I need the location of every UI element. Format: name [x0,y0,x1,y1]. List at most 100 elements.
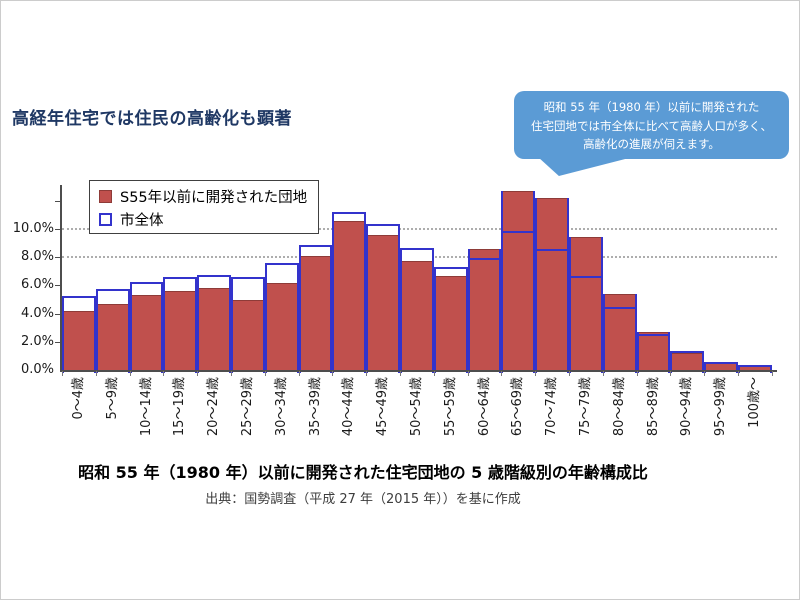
x-tick-label-25～29歳: 25～29歳 [239,377,255,437]
bar-city-sides-70～74歳 [535,197,569,373]
x-tick-label-15～19歳: 15～19歳 [172,377,188,437]
bar-city-top-85～89歳 [636,333,671,336]
y-axis-tick [55,313,60,315]
x-axis-tick [197,371,199,376]
x-tick-label-5～9歳: 5～9歳 [104,377,120,420]
bar-city-top-100歳～ [738,364,772,367]
x-tick-label-55～59歳: 55～59歳 [442,377,458,437]
legend-item-city: 市全体 [99,209,307,229]
y-tick-label: 10.0% [12,221,54,236]
x-tick-label-30～34歳: 30～34歳 [273,377,289,437]
x-tick-label-85～89歳: 85～89歳 [645,377,661,437]
callout-bubble: 昭和 55 年（1980 年）以前に開発された 住宅団地では市全体に比べて高齢人… [514,91,789,159]
page-title: 高経年住宅では住民の高齢化も顕著 [12,109,292,129]
bar-danchi-5～9歳 [95,303,130,370]
x-tick-label-100歳～: 100歳～ [746,377,762,428]
y-axis-tick [55,285,60,287]
x-tick-label-50～54歳: 50～54歳 [408,377,424,437]
legend-label: S55年以前に開発された団地 [120,189,308,206]
callout-text-line: 昭和 55 年（1980 年）以前に開発された [543,100,760,114]
x-axis-tick [400,371,401,376]
x-axis-tick [264,371,266,376]
x-axis-tick [332,371,334,376]
x-axis-tick [535,371,537,376]
x-axis-tick [467,371,469,376]
bar-city-top-10～14歳 [129,281,164,284]
x-tick-label-40～44歳: 40～44歳 [341,377,357,437]
bar-city-top-65～69歳 [501,230,536,233]
x-axis-tick [738,371,739,376]
x-tick-label-0～4歳: 0～4歳 [70,377,86,420]
bar-city-top-75～79歳 [569,275,603,278]
bar-city-sides-45～49歳 [366,224,400,373]
bar-city-top-80～84歳 [602,306,637,309]
y-tick-label: 8.0% [20,249,54,265]
bar-city-top-35～39歳 [298,244,333,247]
x-axis-tick [636,371,638,376]
bar-city-sides-75～79歳 [569,237,603,373]
legend-swatch-outlined-blue [99,212,112,226]
bar-city-sides-95～99歳 [704,361,738,373]
x-tick-label-70～74歳: 70～74歳 [544,377,560,437]
y-axis-tick [55,200,60,202]
x-axis-tick [670,371,672,376]
bar-city-sides-80～84歳 [602,293,637,373]
x-axis-tick [366,371,368,376]
x-axis-tick [602,371,604,376]
bar-city-sides-90～94歳 [670,351,705,373]
bar-city-sides-50～54歳 [400,248,434,373]
bar-city-top-45～49歳 [366,223,400,226]
x-tick-label-95～99歳: 95～99歳 [713,377,729,437]
x-axis-tick [129,371,131,376]
bar-city-sides-25～29歳 [231,278,265,373]
callout-text-line: 住宅団地では市全体に比べて高齢人口が多く、 [530,118,773,133]
x-axis-tick [95,371,97,376]
bar-city-top-70～74歳 [535,249,569,252]
y-axis-tick [55,229,60,230]
bar-city-sides-10～14歳 [129,282,164,373]
bar-city-sides-60～64歳 [467,248,502,373]
x-tick-label-20～24歳: 20～24歳 [206,377,222,437]
x-tick-label-10～14歳: 10～14歳 [138,377,154,437]
bar-city-sides-15～19歳 [163,278,198,373]
x-tick-label-80～84歳: 80～84歳 [611,377,627,437]
bar-city-top-60～64歳 [467,257,502,260]
x-tick-label-35～39歳: 35～39歳 [307,377,323,437]
bar-city-top-25～29歳 [231,277,265,280]
y-tick-label: 0.0% [20,362,54,377]
x-axis-tick [704,371,706,376]
bar-city-top-95～99歳 [704,361,738,364]
x-axis-tick [298,371,300,376]
bar-danchi-70～74歳 [535,197,569,370]
bar-city-sides-35～39歳 [298,245,333,373]
bar-city-top-20～24歳 [197,274,231,277]
x-axis-tick [433,371,435,376]
bar-city-sides-5～9歳 [95,289,130,373]
gridline-10pct [62,228,777,230]
y-tick-label: 2.0% [20,333,54,349]
bar-city-top-55～59歳 [433,267,468,270]
bar-danchi-55～59歳 [433,275,468,370]
bar-city-sides-100歳～ [738,365,772,373]
legend-item-danchi: S55年以前に開発された団地 [99,186,307,206]
source-note: 出典：国勢調査（平成 27 年（2015 年））を基に作成 [205,492,521,507]
bar-city-sides-30～34歳 [264,264,299,373]
y-axis-line [60,185,62,371]
bar-city-top-30～34歳 [264,263,299,266]
bar-city-top-0～4歳 [62,295,96,298]
x-tick-label-75～79歳: 75～79歳 [577,377,593,437]
x-tick-label-65～69歳: 65～69歳 [510,377,526,437]
y-axis-tick [55,341,60,343]
bar-city-sides-65～69歳 [501,190,536,373]
y-tick-label: 4.0% [20,305,54,321]
x-axis-tick [163,371,165,376]
x-axis-tick [771,371,773,376]
y-tick-label: 6.0% [20,277,54,293]
x-axis-tick [231,371,232,376]
x-axis-tick [62,371,63,376]
callout-text-line: 高齢化の進展が伺えます。 [583,137,720,152]
bar-city-top-50～54歳 [400,247,434,250]
y-axis-tick [55,257,60,259]
chart-legend: S55年以前に開発された団地 市全体 [89,180,320,234]
bar-city-top-15～19歳 [163,277,198,280]
